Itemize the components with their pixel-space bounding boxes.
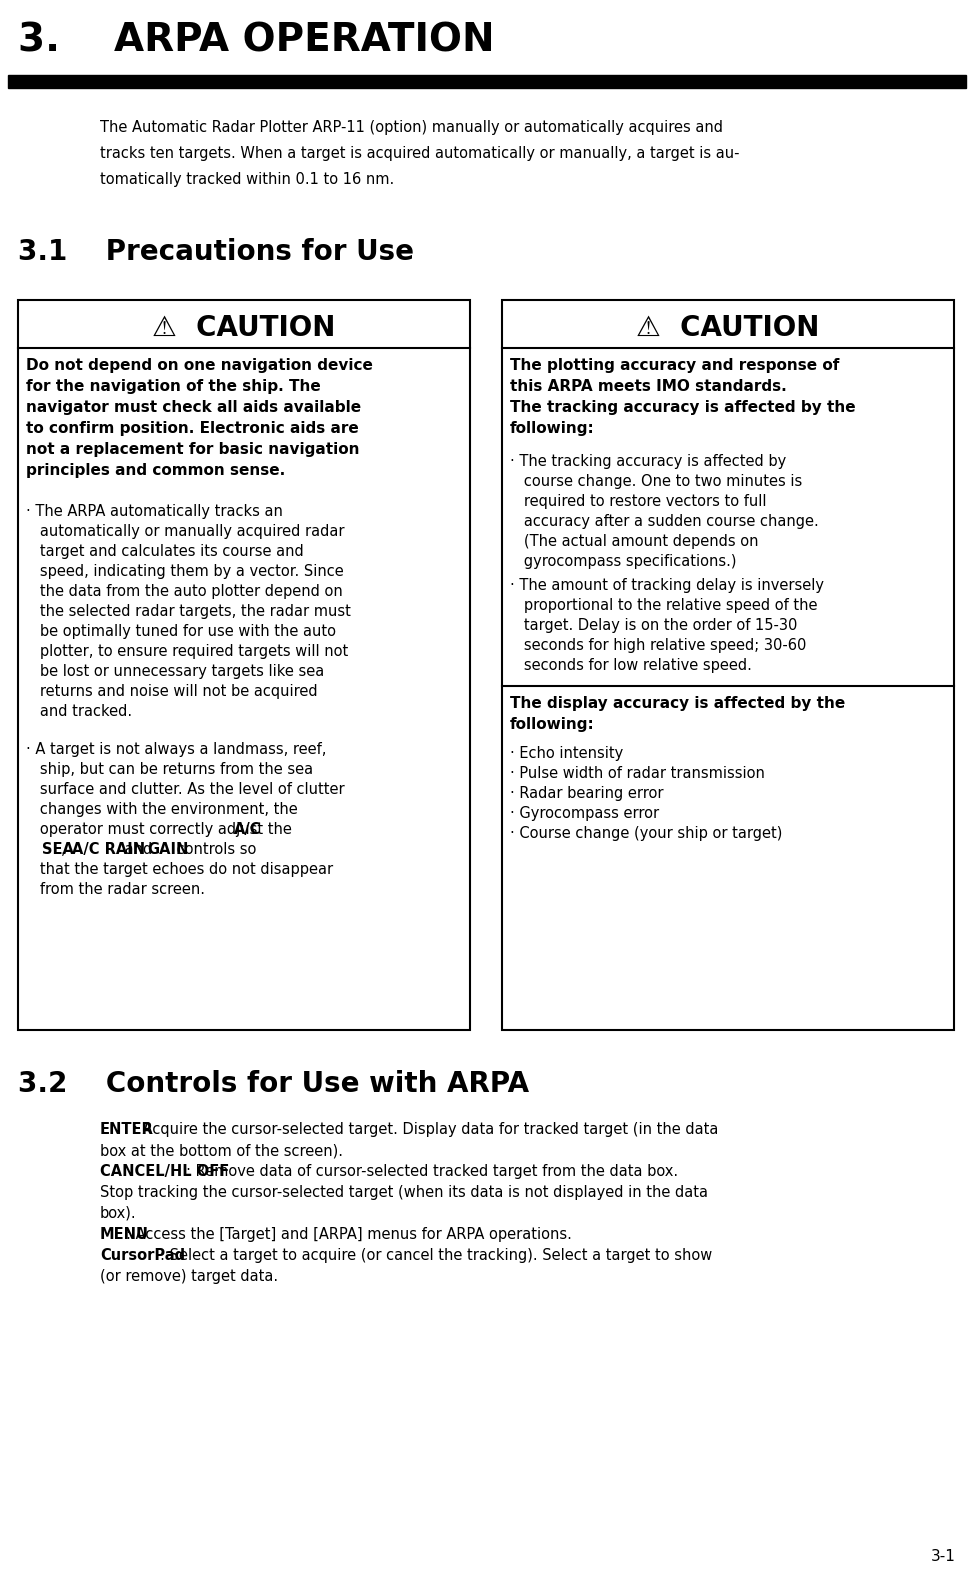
Text: box).: box).: [100, 1205, 136, 1221]
Text: controls so: controls so: [172, 842, 256, 857]
Text: seconds for high relative speed; 30-60: seconds for high relative speed; 30-60: [510, 638, 806, 653]
Text: proportional to the relative speed of the: proportional to the relative speed of th…: [510, 598, 817, 612]
Text: gyrocompass specifications.): gyrocompass specifications.): [510, 554, 736, 570]
Text: accuracy after a sudden course change.: accuracy after a sudden course change.: [510, 514, 819, 528]
Text: changes with the environment, the: changes with the environment, the: [26, 802, 298, 816]
Text: the selected radar targets, the radar must: the selected radar targets, the radar mu…: [26, 604, 351, 619]
Bar: [502, 301, 954, 1030]
Text: target and calculates its course and: target and calculates its course and: [26, 544, 304, 558]
Text: A/C: A/C: [234, 823, 261, 837]
Text: required to restore vectors to full: required to restore vectors to full: [510, 494, 767, 509]
Bar: [8, 74, 966, 89]
Text: · The amount of tracking delay is inversely: · The amount of tracking delay is invers…: [510, 577, 824, 593]
Text: not a replacement for basic navigation: not a replacement for basic navigation: [26, 441, 359, 457]
Text: SEA: SEA: [43, 842, 74, 857]
Text: · Radar bearing error: · Radar bearing error: [510, 786, 663, 800]
Text: CANCEL/HL OFF: CANCEL/HL OFF: [100, 1164, 229, 1179]
Text: tracks ten targets. When a target is acquired automatically or manually, a targe: tracks ten targets. When a target is acq…: [100, 146, 739, 161]
Text: seconds for low relative speed.: seconds for low relative speed.: [510, 658, 752, 672]
Text: The display accuracy is affected by the: The display accuracy is affected by the: [510, 696, 845, 710]
Text: · The ARPA automatically tracks an: · The ARPA automatically tracks an: [26, 505, 282, 519]
Text: 3.    ARPA OPERATION: 3. ARPA OPERATION: [18, 22, 495, 60]
Text: · A target is not always a landmass, reef,: · A target is not always a landmass, ree…: [26, 742, 326, 758]
Text: tomatically tracked within 0.1 to 16 nm.: tomatically tracked within 0.1 to 16 nm.: [100, 172, 394, 187]
Text: The plotting accuracy and response of: The plotting accuracy and response of: [510, 358, 840, 373]
Text: operator must correctly adjust the: operator must correctly adjust the: [26, 823, 296, 837]
Text: plotter, to ensure required targets will not: plotter, to ensure required targets will…: [26, 644, 349, 660]
Text: A/C RAIN: A/C RAIN: [71, 842, 145, 857]
Text: and tracked.: and tracked.: [26, 704, 132, 718]
Text: · Pulse width of radar transmission: · Pulse width of radar transmission: [510, 766, 765, 782]
Text: to confirm position. Electronic aids are: to confirm position. Electronic aids are: [26, 421, 358, 437]
Text: box at the bottom of the screen).: box at the bottom of the screen).: [100, 1144, 343, 1158]
Text: that the target echoes do not disappear: that the target echoes do not disappear: [26, 862, 333, 876]
Text: : Remove data of cursor-selected tracked target from the data box.: : Remove data of cursor-selected tracked…: [186, 1164, 678, 1179]
Text: ⚠  CAUTION: ⚠ CAUTION: [636, 313, 820, 342]
Text: The Automatic Radar Plotter ARP-11 (option) manually or automatically acquires a: The Automatic Radar Plotter ARP-11 (opti…: [100, 120, 723, 134]
Text: for the navigation of the ship. The: for the navigation of the ship. The: [26, 380, 320, 394]
Text: principles and common sense.: principles and common sense.: [26, 464, 285, 478]
Text: and: and: [121, 842, 157, 857]
Text: GAIN: GAIN: [148, 842, 189, 857]
Text: Do not depend on one navigation device: Do not depend on one navigation device: [26, 358, 373, 373]
Text: automatically or manually acquired radar: automatically or manually acquired radar: [26, 524, 345, 539]
Text: MENU: MENU: [100, 1228, 149, 1242]
Text: : Select a target to acquire (or cancel the tracking). Select a target to show: : Select a target to acquire (or cancel …: [160, 1248, 712, 1262]
Text: target. Delay is on the order of 15-30: target. Delay is on the order of 15-30: [510, 619, 798, 633]
Text: from the radar screen.: from the radar screen.: [26, 883, 205, 897]
Text: 3-1: 3-1: [931, 1549, 956, 1565]
Text: (The actual amount depends on: (The actual amount depends on: [510, 535, 759, 549]
Text: 3.2    Controls for Use with ARPA: 3.2 Controls for Use with ARPA: [18, 1069, 529, 1098]
Text: · The tracking accuracy is affected by: · The tracking accuracy is affected by: [510, 454, 786, 468]
Text: surface and clutter. As the level of clutter: surface and clutter. As the level of clu…: [26, 782, 345, 797]
Text: ship, but can be returns from the sea: ship, but can be returns from the sea: [26, 763, 313, 777]
Text: course change. One to two minutes is: course change. One to two minutes is: [510, 475, 803, 489]
Text: following:: following:: [510, 717, 595, 732]
Text: : Acquire the cursor-selected target. Display data for tracked target (in the da: : Acquire the cursor-selected target. Di…: [133, 1122, 719, 1137]
Text: ENTER: ENTER: [100, 1122, 154, 1137]
Text: returns and noise will not be acquired: returns and noise will not be acquired: [26, 683, 318, 699]
Text: the data from the auto plotter depend on: the data from the auto plotter depend on: [26, 584, 343, 600]
Text: Stop tracking the cursor-selected target (when its data is not displayed in the : Stop tracking the cursor-selected target…: [100, 1185, 708, 1201]
Text: (or remove) target data.: (or remove) target data.: [100, 1269, 279, 1285]
Bar: [18, 301, 470, 1030]
Text: 3.1    Precautions for Use: 3.1 Precautions for Use: [18, 237, 414, 266]
Text: · Gyrocompass error: · Gyrocompass error: [510, 805, 659, 821]
Text: : Access the [Target] and [ARPA] menus for ARPA operations.: : Access the [Target] and [ARPA] menus f…: [127, 1228, 573, 1242]
Text: ⚠  CAUTION: ⚠ CAUTION: [152, 313, 336, 342]
Text: be lost or unnecessary targets like sea: be lost or unnecessary targets like sea: [26, 664, 324, 679]
Text: ,: ,: [60, 842, 70, 857]
Text: CursorPad: CursorPad: [100, 1248, 185, 1262]
Text: navigator must check all aids available: navigator must check all aids available: [26, 400, 361, 414]
Text: be optimally tuned for use with the auto: be optimally tuned for use with the auto: [26, 623, 336, 639]
Text: following:: following:: [510, 421, 595, 437]
Text: · Echo intensity: · Echo intensity: [510, 747, 623, 761]
Text: speed, indicating them by a vector. Since: speed, indicating them by a vector. Sinc…: [26, 565, 344, 579]
Text: The tracking accuracy is affected by the: The tracking accuracy is affected by the: [510, 400, 855, 414]
Text: · Course change (your ship or target): · Course change (your ship or target): [510, 826, 782, 842]
Text: this ARPA meets IMO standards.: this ARPA meets IMO standards.: [510, 380, 787, 394]
